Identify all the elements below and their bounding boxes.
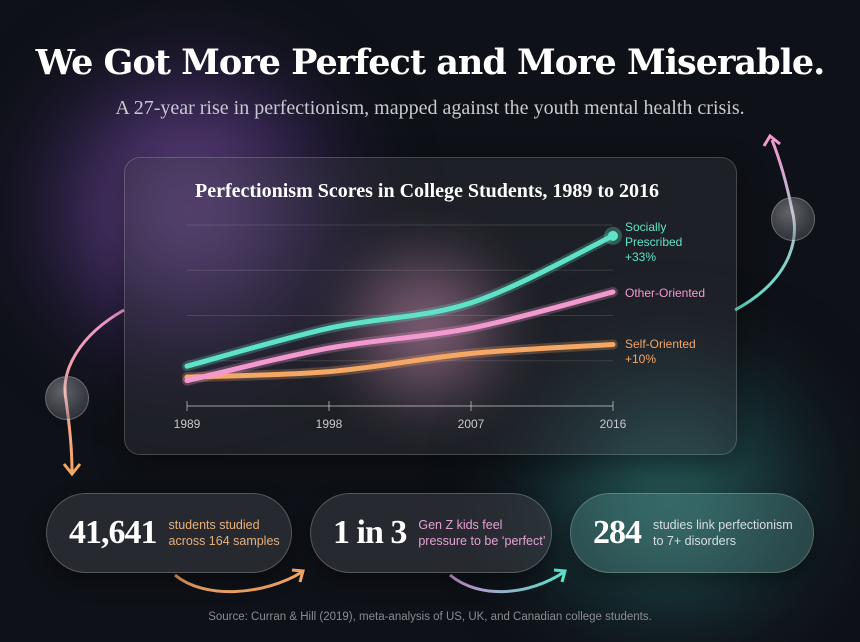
page-title: We Got More Perfect and More Miserable.: [35, 42, 826, 83]
right-arrowhead: [762, 133, 781, 147]
series-annotation: +33%: [625, 250, 657, 264]
stat-description: studies link perfectionism to 7+ disorder…: [653, 518, 793, 548]
series-label-self-oriented: Self-Oriented +10%: [625, 337, 696, 367]
endpoint-marker: [608, 230, 618, 241]
left-orb: [45, 376, 89, 420]
series-name: Self-Oriented: [625, 337, 696, 351]
series-annotation: +10%: [625, 352, 657, 366]
stat-number: 41,641: [69, 514, 157, 551]
series-line-socially-prescribed: [184, 233, 616, 369]
arrow-stat2-to-stat3: [449, 570, 565, 593]
x-tick-label: 2007: [458, 417, 485, 431]
line-chart: 1989 1998 2007 2016: [174, 224, 627, 431]
stat-description: Gen Z kids feel pressure to be ‘perfect’: [418, 518, 546, 548]
left-arrowhead: [62, 463, 82, 477]
stat-description: students studied across 164 samples: [168, 518, 280, 548]
arrowhead-2: [553, 568, 567, 583]
stat-number: 284: [593, 514, 642, 551]
x-tick-label: 2016: [600, 417, 627, 431]
series-label-socially-prescribed: Socially Prescribed +33%: [625, 220, 695, 265]
arrow-stat1-to-stat2: [174, 570, 303, 593]
series-line-self-oriented: [184, 341, 616, 380]
stat-studies: 284 studies link perfectionism to 7+ diso…: [570, 493, 814, 573]
series-line-other-oriented: [184, 289, 616, 384]
stat-number: 1 in 3: [333, 514, 407, 551]
series-name: Other-Oriented: [625, 286, 706, 300]
series-label-other-oriented: Other-Oriented: [625, 286, 705, 301]
stat-students: 41,641 students studied across 164 sample…: [46, 493, 292, 573]
x-tick-label: 1989: [174, 417, 201, 431]
series-name: Socially Prescribed: [625, 220, 683, 249]
source-note: Source: Curran & Hill (2019), meta-analy…: [208, 611, 652, 623]
page-subtitle: A 27-year rise in perfectionism, mapped …: [115, 97, 745, 119]
chart-card: Perfectionism Scores in College Students…: [124, 157, 737, 455]
arrowhead-1: [291, 568, 305, 583]
stat-genz: 1 in 3 Gen Z kids feel pressure to be ‘pe…: [310, 493, 552, 573]
chart-glow: [315, 228, 535, 428]
x-tick-label: 1998: [316, 417, 343, 431]
right-orb: [771, 197, 815, 241]
chart-title: Perfectionism Scores in College Students…: [195, 180, 660, 202]
